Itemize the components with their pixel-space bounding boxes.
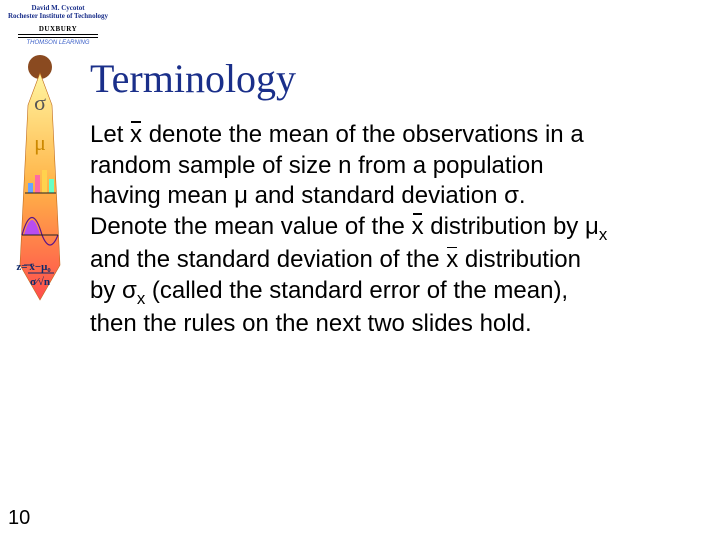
t1a: Let bbox=[90, 121, 130, 148]
tie-svg: σ μ x̄−μ₀ z= σ⁄√n bbox=[10, 55, 70, 305]
line-6: by σx (called the standard error of the … bbox=[90, 276, 695, 309]
t4a: Denote the mean value of the bbox=[90, 213, 412, 240]
sigma-icon: σ bbox=[34, 90, 46, 115]
tie-graphic: σ μ x̄−μ₀ z= σ⁄√n bbox=[10, 55, 70, 305]
xbar-2: x bbox=[412, 212, 424, 243]
tie-bar-1 bbox=[35, 175, 40, 193]
line-5: and the standard deviation of the x dist… bbox=[90, 245, 695, 276]
tie-bar-3 bbox=[49, 179, 54, 193]
page-number: 10 bbox=[8, 507, 30, 530]
page-title: Terminology bbox=[90, 55, 296, 102]
line-2: random sample of size n from a populatio… bbox=[90, 151, 695, 182]
t1b: denote the mean of the observations in a bbox=[142, 121, 584, 148]
slide: David M. Cycotot Rochester Institute of … bbox=[0, 0, 720, 540]
xbar-1: x bbox=[130, 120, 142, 151]
sub-x-2: x bbox=[137, 289, 145, 308]
header-brand: DUXBURY bbox=[8, 25, 108, 33]
t5a: and the standard deviation of the bbox=[90, 246, 446, 273]
header-institution: Rochester Institute of Technology bbox=[8, 12, 108, 20]
body-text: Let x denote the mean of the observation… bbox=[90, 120, 695, 340]
header-subbrand: THOMSON LEARNING bbox=[8, 40, 108, 46]
header-author: David M. Cycotot bbox=[8, 4, 108, 12]
tie-formula-top: x̄−μ₀ bbox=[29, 261, 51, 273]
line-3: having mean μ and standard deviation σ. bbox=[90, 181, 695, 212]
line-4: Denote the mean value of the x distribut… bbox=[90, 212, 695, 245]
t6a: by σ bbox=[90, 277, 137, 304]
t4b: distribution by μ bbox=[424, 213, 599, 240]
mu-icon: μ bbox=[34, 130, 46, 155]
t6b: (called the standard error of the mean), bbox=[145, 277, 568, 304]
header-rule bbox=[18, 34, 98, 38]
header-block: David M. Cycotot Rochester Institute of … bbox=[8, 4, 108, 46]
tie-formula-bot: σ⁄√n bbox=[30, 276, 50, 288]
line-7: then the rules on the next two slides ho… bbox=[90, 309, 695, 340]
line-1: Let x denote the mean of the observation… bbox=[90, 120, 695, 151]
sub-x-1: x bbox=[599, 225, 607, 244]
tie-bar-0 bbox=[28, 183, 33, 193]
xbar-3: x bbox=[446, 245, 458, 276]
t5b: distribution bbox=[458, 246, 581, 273]
tie-formula-z: z= bbox=[16, 261, 27, 273]
tie-bar-2 bbox=[42, 170, 47, 193]
